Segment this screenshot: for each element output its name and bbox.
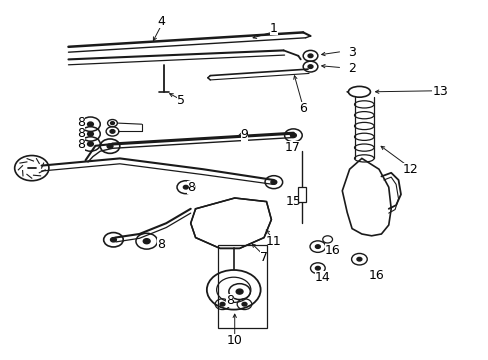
- Text: 10: 10: [226, 334, 242, 347]
- Ellipse shape: [347, 86, 370, 97]
- Circle shape: [315, 245, 320, 248]
- Text: 1: 1: [269, 22, 277, 35]
- Circle shape: [143, 239, 150, 244]
- Text: 2: 2: [347, 62, 355, 75]
- Text: 16: 16: [368, 269, 384, 282]
- Text: 8: 8: [186, 181, 194, 194]
- Circle shape: [87, 142, 93, 146]
- Circle shape: [110, 122, 114, 125]
- Text: 17: 17: [284, 141, 300, 154]
- Text: 14: 14: [314, 271, 330, 284]
- Polygon shape: [342, 158, 390, 236]
- Text: 8: 8: [77, 138, 84, 150]
- Text: 8: 8: [225, 294, 233, 307]
- Circle shape: [206, 270, 260, 310]
- Text: 16: 16: [324, 244, 340, 257]
- Circle shape: [307, 65, 312, 68]
- Text: 12: 12: [402, 163, 418, 176]
- Circle shape: [236, 289, 243, 294]
- Text: 7: 7: [260, 251, 267, 264]
- Bar: [217, 245, 266, 328]
- Circle shape: [87, 122, 93, 126]
- Circle shape: [87, 132, 93, 136]
- Polygon shape: [190, 198, 271, 248]
- Text: 3: 3: [347, 46, 355, 59]
- Text: 9: 9: [240, 129, 248, 141]
- Circle shape: [110, 130, 115, 133]
- Circle shape: [356, 257, 361, 261]
- Circle shape: [307, 54, 312, 58]
- Circle shape: [110, 238, 116, 242]
- Circle shape: [183, 185, 188, 189]
- Text: 6: 6: [299, 102, 306, 114]
- Text: 11: 11: [265, 235, 281, 248]
- Text: 4: 4: [157, 15, 165, 28]
- Bar: [298, 187, 305, 202]
- Text: 15: 15: [285, 195, 301, 208]
- Text: 5: 5: [177, 94, 184, 107]
- Circle shape: [220, 302, 224, 306]
- Text: 8: 8: [157, 238, 165, 251]
- Circle shape: [270, 180, 276, 184]
- Text: 13: 13: [431, 85, 447, 98]
- Text: 8: 8: [77, 127, 84, 140]
- Circle shape: [107, 144, 113, 148]
- Circle shape: [315, 266, 320, 270]
- Circle shape: [242, 302, 246, 306]
- Circle shape: [290, 133, 296, 138]
- Text: 8: 8: [77, 116, 84, 129]
